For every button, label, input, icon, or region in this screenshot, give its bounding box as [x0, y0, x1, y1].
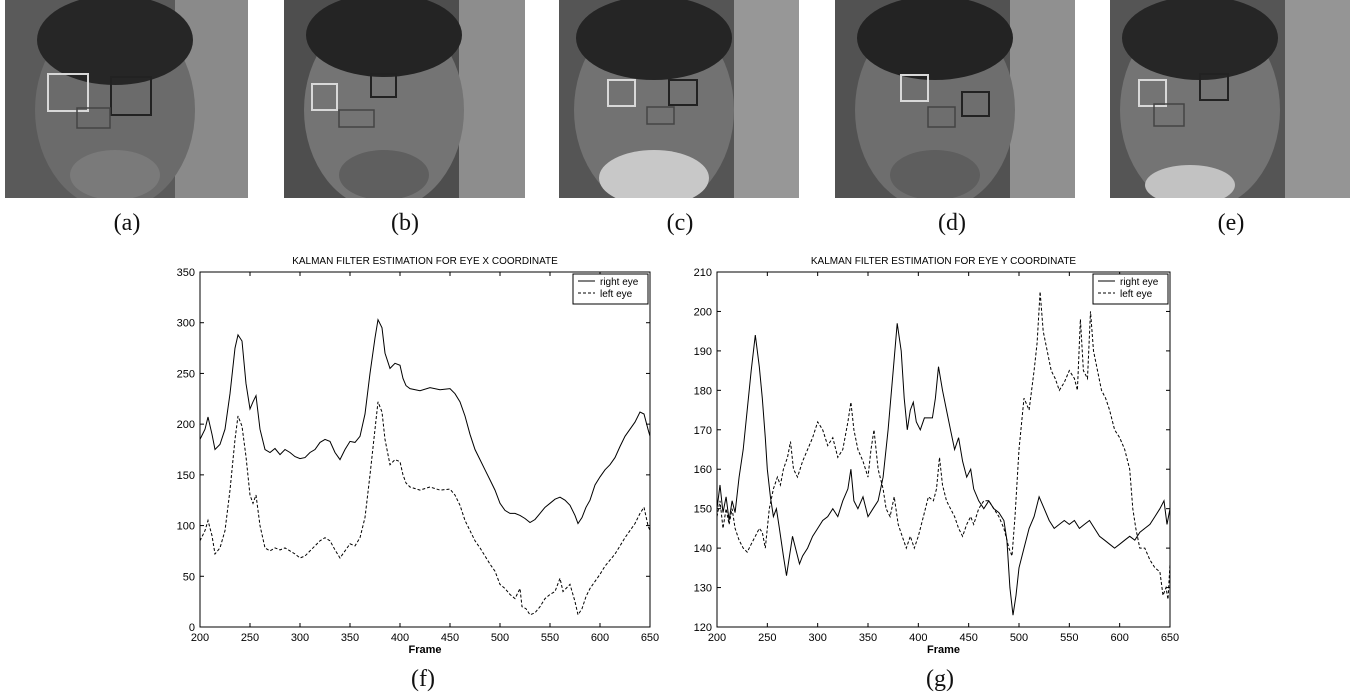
y-tick-label: 120 [694, 622, 712, 634]
photo-c [559, 0, 799, 198]
y-tick-label: 250 [177, 368, 195, 380]
y-tick-label: 150 [694, 504, 712, 516]
x-tick-label: 600 [591, 632, 609, 644]
y-tick-label: 160 [694, 464, 712, 476]
chart-title: KALMAN FILTER ESTIMATION FOR EYE X COORD… [292, 256, 558, 267]
photo-e-image [1110, 0, 1350, 198]
y-tick-label: 170 [694, 425, 712, 437]
series-line-left-eye [716, 291, 1171, 600]
x-tick-label: 200 [191, 632, 209, 644]
y-tick-label: 150 [177, 470, 195, 482]
x-tick-label: 600 [1110, 632, 1128, 644]
y-tick-label: 50 [183, 571, 195, 583]
x-tick-label: 250 [758, 632, 776, 644]
y-tick-label: 210 [694, 267, 712, 279]
photo-a-image [5, 0, 248, 198]
x-tick-label: 550 [541, 632, 559, 644]
x-tick-label: 350 [341, 632, 359, 644]
photo-d-label: (d) [938, 210, 966, 236]
chart-x-label: (f) [411, 666, 435, 692]
chart-title: KALMAN FILTER ESTIMATION FOR EYE Y COORD… [811, 256, 1077, 267]
chart-x: KALMAN FILTER ESTIMATION FOR EYE X COORD… [150, 248, 670, 658]
x-tick-label: 250 [241, 632, 259, 644]
y-tick-label: 300 [177, 318, 195, 330]
series-line-right-eye [716, 323, 1171, 616]
x-axis-label: Frame [408, 644, 441, 656]
y-tick-label: 350 [177, 267, 195, 279]
photo-b-image [284, 0, 525, 198]
chart-y-label: (g) [926, 666, 954, 692]
x-tick-label: 650 [1161, 632, 1179, 644]
legend-label: left eye [600, 289, 633, 300]
series-line-left-eye [199, 401, 651, 617]
y-tick-label: 200 [177, 419, 195, 431]
y-tick-label: 200 [694, 306, 712, 318]
x-tick-label: 450 [441, 632, 459, 644]
y-tick-label: 140 [694, 543, 712, 555]
chart-y: KALMAN FILTER ESTIMATION FOR EYE Y COORD… [670, 248, 1190, 658]
photo-a-label: (a) [113, 210, 141, 236]
x-tick-label: 550 [1060, 632, 1078, 644]
plot-frame [716, 271, 1171, 628]
legend-label: right eye [600, 277, 639, 288]
series-line-right-eye [199, 318, 651, 525]
x-tick-label: 400 [391, 632, 409, 644]
photo-d [835, 0, 1075, 198]
x-axis-label: Frame [927, 644, 960, 656]
x-tick-label: 300 [291, 632, 309, 644]
photo-d-image [835, 0, 1075, 198]
photo-e-label: (e) [1217, 210, 1245, 236]
x-tick-label: 300 [808, 632, 826, 644]
legend-box [1092, 273, 1169, 305]
y-tick-label: 130 [694, 583, 712, 595]
photo-a [5, 0, 248, 198]
x-tick-label: 350 [859, 632, 877, 644]
plot-frame [199, 271, 651, 628]
legend-label: left eye [1120, 289, 1153, 300]
x-tick-label: 500 [491, 632, 509, 644]
legend-box [572, 273, 649, 305]
photo-c-image [559, 0, 799, 198]
photo-b [284, 0, 525, 198]
photo-c-label: (c) [666, 210, 694, 236]
y-tick-label: 100 [177, 521, 195, 533]
x-tick-label: 200 [708, 632, 726, 644]
photo-e [1110, 0, 1350, 198]
y-tick-label: 180 [694, 385, 712, 397]
legend-label: right eye [1120, 277, 1159, 288]
x-tick-label: 400 [909, 632, 927, 644]
x-tick-label: 500 [1010, 632, 1028, 644]
photo-b-label: (b) [391, 210, 419, 236]
x-tick-label: 450 [959, 632, 977, 644]
chart-x-svg: KALMAN FILTER ESTIMATION FOR EYE X COORD… [177, 256, 660, 656]
y-tick-label: 190 [694, 346, 712, 358]
chart-y-svg: KALMAN FILTER ESTIMATION FOR EYE Y COORD… [694, 256, 1180, 656]
y-tick-label: 0 [189, 622, 195, 634]
x-tick-label: 650 [641, 632, 659, 644]
